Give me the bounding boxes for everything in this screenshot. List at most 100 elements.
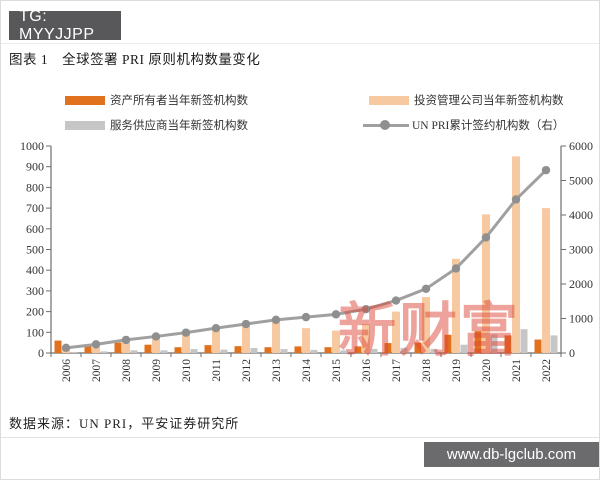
line-marker-2015 [331, 310, 341, 319]
line-marker-2022 [541, 165, 551, 175]
left-axis-label: 900 [26, 160, 44, 174]
bottom-divider [1, 437, 599, 438]
line-marker-2017 [391, 296, 401, 305]
bar-2016-series2 [370, 348, 378, 353]
bar-2021-series1 [512, 156, 520, 353]
left-axis-label: 1000 [20, 139, 44, 153]
bar-2018-series2 [430, 348, 438, 353]
bar-2006-series0 [54, 340, 62, 353]
line-marker-2013 [271, 315, 281, 325]
bar-2010-series1 [182, 333, 190, 353]
bar-2014-series1 [302, 328, 310, 353]
x-axis-year-label: 2010 [181, 359, 193, 382]
x-axis-year-label: 2018 [421, 359, 433, 382]
bar-2019-series0 [444, 334, 452, 353]
bar-2010-series0 [174, 347, 182, 353]
right-axis-label: 5000 [569, 174, 593, 188]
x-axis-year-label: 2020 [481, 359, 493, 382]
left-axis-label: 200 [26, 305, 44, 319]
x-axis-year-label: 2006 [61, 359, 73, 382]
bar-2012-series0 [234, 346, 242, 353]
line-marker-2009 [151, 332, 161, 341]
legend-item-asset-owners: 资产所有者当年新签机构数 [65, 93, 248, 107]
bar-2008-series2 [130, 350, 138, 353]
x-axis-year-label: 2016 [361, 359, 373, 382]
chart-title: 图表 1 全球签署 PRI 原则机构数量变化 [9, 52, 261, 67]
bar-2009-series0 [144, 344, 152, 353]
legend-label-service-providers: 服务供应商当年新签机构数 [110, 120, 248, 132]
bar-2008-series1 [122, 338, 130, 353]
legend-item-service-providers: 服务供应商当年新签机构数 [65, 118, 248, 132]
bar-2013-series2 [280, 349, 288, 353]
bar-2018-series1 [422, 297, 430, 353]
left-axis-label: 400 [26, 263, 44, 277]
line-marker-2012 [241, 319, 251, 329]
line-marker-2008 [121, 335, 131, 345]
left-axis-label: 600 [26, 222, 44, 236]
bar-2016-series0 [354, 346, 362, 353]
bar-2009-series1 [152, 336, 160, 353]
left-axis-label: 500 [26, 243, 44, 257]
legend-label-unpri-cumulative: UN PRI累计签约机构数（右） [412, 120, 565, 132]
right-axis-label: 6000 [569, 139, 593, 153]
bar-2020-series2 [490, 334, 498, 353]
left-axis-label: 0 [38, 346, 44, 360]
bar-2021-series2 [520, 329, 528, 353]
legend-swatch-service-providers [65, 120, 105, 130]
data-source-note: 数据来源：UN PRI，平安证券研究所 [9, 416, 240, 431]
bar-2007-series1 [92, 347, 100, 353]
bar-2017-series2 [400, 347, 408, 353]
bar-2011-series2 [220, 349, 228, 353]
x-axis-year-label: 2022 [541, 359, 553, 382]
right-axis-label: 1000 [569, 312, 593, 326]
left-axis-label: 300 [26, 284, 44, 298]
bar-2006-series2 [70, 351, 78, 353]
bar-2016-series1 [362, 324, 370, 353]
x-axis-year-label: 2011 [211, 359, 223, 382]
left-axis-label: 700 [26, 201, 44, 215]
legend-line-dot [380, 120, 390, 130]
line-marker-2020 [481, 233, 491, 242]
bar-2011-series1 [212, 329, 220, 353]
legend-label-investment-managers: 投资管理公司当年新签机构数 [414, 95, 564, 107]
bar-2010-series2 [190, 349, 198, 353]
bar-2007-series2 [100, 351, 108, 353]
bar-2012-series2 [250, 348, 258, 353]
website-label: www.db-lgclub.com [446, 446, 577, 463]
tg-channel-label: TG: MYYJJPP [19, 7, 95, 43]
bar-2015-series0 [324, 347, 332, 353]
tg-channel-badge: TG: MYYJJPP [9, 8, 121, 43]
bar-2013-series1 [272, 321, 280, 353]
x-axis-year-label: 2019 [451, 359, 463, 382]
bar-2014-series0 [294, 346, 302, 353]
bar-2019-series1 [452, 258, 460, 353]
bar-2020-series0 [474, 331, 482, 353]
x-axis-year-label: 2008 [121, 359, 133, 382]
bar-2021-series0 [504, 335, 512, 353]
legend-swatch-investment-managers [369, 95, 409, 105]
line-marker-2021 [511, 195, 521, 204]
bar-2015-series1 [332, 330, 340, 353]
x-axis-year-label: 2017 [391, 359, 403, 382]
left-axis-label: 100 [26, 325, 44, 339]
chart-canvas: 0 100 200 300 400 500 600 700 800 900 1000 0 1000 200… [20, 139, 593, 382]
legend-label-asset-owners: 资产所有者当年新签机构数 [110, 95, 248, 107]
top-divider [1, 43, 599, 44]
bar-2008-series0 [114, 342, 122, 353]
bar-2015-series2 [340, 350, 348, 353]
legend-item-unpri-cumulative: UN PRI累计签约机构数（右） [363, 118, 564, 132]
x-axis-year-label: 2014 [301, 359, 313, 382]
bar-2018-series0 [414, 342, 422, 353]
bar-2017-series1 [392, 311, 400, 353]
bar-2020-series1 [482, 214, 490, 353]
x-axis-year-label: 2021 [511, 359, 523, 382]
chart-legend: 资产所有者当年新签机构数 投资管理公司当年新签机构数 服务供应商当年新签机构数 … [1, 87, 599, 133]
bar-2014-series2 [310, 349, 318, 353]
x-axis-year-label: 2012 [241, 359, 253, 382]
right-axis-label: 2000 [569, 277, 593, 291]
x-axis-year-label: 2013 [271, 359, 283, 382]
bar-2009-series2 [160, 350, 168, 353]
bar-2022-series0 [534, 339, 542, 353]
legend-item-investment-managers: 投资管理公司当年新签机构数 [369, 93, 564, 107]
